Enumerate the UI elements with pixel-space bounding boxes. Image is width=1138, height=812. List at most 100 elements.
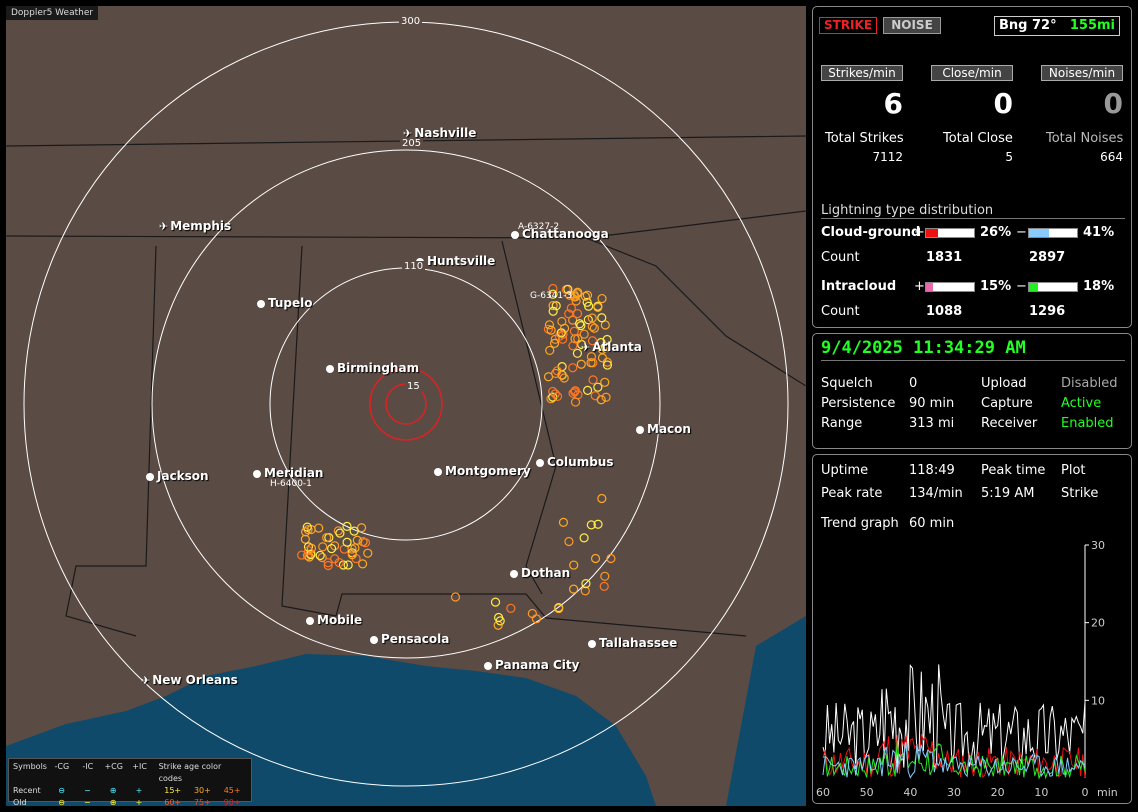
range-ring-label: 205: [400, 138, 424, 149]
strike-mark: [590, 391, 600, 401]
squelch-label: Squelch: [821, 376, 873, 391]
strike-mark: [548, 306, 558, 316]
city-label: Chattanooga: [511, 227, 609, 241]
symbol-legend: Symbols -CG -IC +CG +IC Strike age color…: [8, 758, 252, 807]
strike-mark: [569, 560, 579, 570]
city-name: Huntsville: [427, 254, 496, 268]
legend-age-title: Strike age color codes: [158, 762, 222, 783]
strike-mark: [323, 558, 333, 568]
uptime-value: 118:49: [909, 463, 955, 478]
state-border: [585, 237, 806, 387]
strike-mark: [342, 521, 352, 531]
strike-mark: [582, 290, 593, 300]
strike-mark: [335, 528, 345, 538]
airport-icon: ✈: [159, 220, 169, 233]
range-ring: [151, 149, 661, 659]
city-dot-icon: [588, 640, 596, 648]
receiver-value[interactable]: Enabled: [1061, 416, 1114, 431]
ic-plus-sign: +: [914, 279, 925, 294]
strike-mark: [552, 391, 563, 402]
peak-time-label: Peak time: [981, 463, 1046, 478]
plot-value[interactable]: Strike: [1061, 486, 1099, 501]
neg-ic-old-icon: −: [84, 798, 91, 807]
city-name: Nashville: [414, 126, 477, 140]
noise-button[interactable]: NOISE: [883, 17, 941, 34]
strike-mark: [333, 526, 343, 536]
strike-mark: [322, 532, 332, 543]
city-label: Meridian: [253, 466, 323, 480]
city-dot-icon: [511, 231, 519, 239]
city-label: Huntsville: [416, 254, 495, 268]
cg-positive-pct: 26%: [980, 225, 1012, 240]
strike-mark: [557, 362, 567, 372]
age-75-label: 75+: [193, 798, 211, 807]
legend-header-pos-cg: +CG: [104, 762, 123, 771]
city-name: Mobile: [317, 613, 363, 627]
atlantic-water: [726, 616, 806, 806]
capture-value[interactable]: Active: [1061, 396, 1102, 411]
strike-mark: [568, 341, 578, 351]
y-tick-label: 30: [1091, 539, 1105, 552]
uptime-label: Uptime: [821, 463, 869, 478]
strike-mark: [569, 326, 579, 336]
age-60-label: 60+: [164, 798, 182, 807]
strike-mark: [549, 338, 560, 348]
strike-mark: [343, 560, 353, 570]
strike-mark: [330, 554, 340, 564]
sensor-tag: G-6341-3: [530, 291, 573, 301]
legend-recent-label: Recent: [13, 786, 41, 795]
strike-button[interactable]: STRIKE: [819, 17, 877, 34]
upload-label: Upload: [981, 376, 1027, 391]
legend-header-pos-ic: +IC: [132, 762, 147, 771]
trend-graph-value[interactable]: 60 min: [909, 516, 955, 531]
city-name: Jackson: [157, 469, 209, 483]
noises-per-min-header[interactable]: Noises/min: [1041, 65, 1123, 81]
strike-mark: [558, 517, 569, 527]
x-tick-label: 20: [991, 786, 1005, 799]
strike-mark: [315, 550, 325, 561]
range-ring-label: 110: [402, 261, 426, 272]
status-info-panel: 9/4/2025 11:34:29 AM Squelch 0 Upload Di…: [812, 333, 1132, 449]
strike-mark: [557, 370, 567, 380]
cloud-ground-label: Cloud-ground: [821, 225, 921, 240]
strike-mark: [506, 603, 516, 613]
strike-mark: [548, 283, 558, 294]
city-dot-icon: [434, 468, 442, 476]
upload-value[interactable]: Disabled: [1061, 376, 1118, 391]
city-name: Meridian: [264, 466, 324, 480]
city-name: Columbus: [547, 455, 614, 469]
strike-mark: [599, 581, 609, 591]
persistence-label: Persistence: [821, 396, 896, 411]
strike-mark: [300, 534, 310, 544]
close-per-min-header[interactable]: Close/min: [931, 65, 1013, 81]
strike-mark: [597, 313, 607, 323]
total-strikes-label: Total Strikes: [825, 131, 904, 146]
legend-symbols-label: Symbols: [13, 762, 47, 771]
strike-mark: [580, 291, 591, 301]
cg-negative-pct: 41%: [1083, 225, 1115, 240]
cg-plus-sign: +: [914, 225, 925, 240]
total-noises-value: 664: [1100, 150, 1123, 164]
airport-icon: ✈: [403, 127, 413, 140]
x-tick-label: 60: [816, 786, 830, 799]
strike-mark: [314, 523, 324, 533]
strike-mark: [586, 351, 597, 362]
strike-mark: [606, 553, 616, 564]
range-value: 313 mi: [909, 416, 955, 431]
city-name: Chattanooga: [522, 227, 609, 241]
strike-mark: [318, 542, 328, 552]
receiver-label: Receiver: [981, 416, 1038, 431]
trend-series: [822, 663, 1086, 770]
city-label: Panama City: [484, 658, 579, 672]
age-45-label: 45+: [223, 786, 241, 795]
strikes-per-min-header[interactable]: Strikes/min: [821, 65, 903, 81]
city-name: Birmingham: [337, 361, 420, 375]
total-close-value: 5: [1005, 150, 1013, 164]
app-title: Doppler5 Weather: [6, 6, 99, 20]
strike-mark: [350, 543, 360, 553]
strike-mark: [545, 345, 555, 356]
ic-minus-sign: −: [1016, 279, 1027, 294]
strike-mark: [593, 382, 603, 392]
strike-mark: [544, 320, 555, 330]
strike-mark: [564, 536, 574, 547]
